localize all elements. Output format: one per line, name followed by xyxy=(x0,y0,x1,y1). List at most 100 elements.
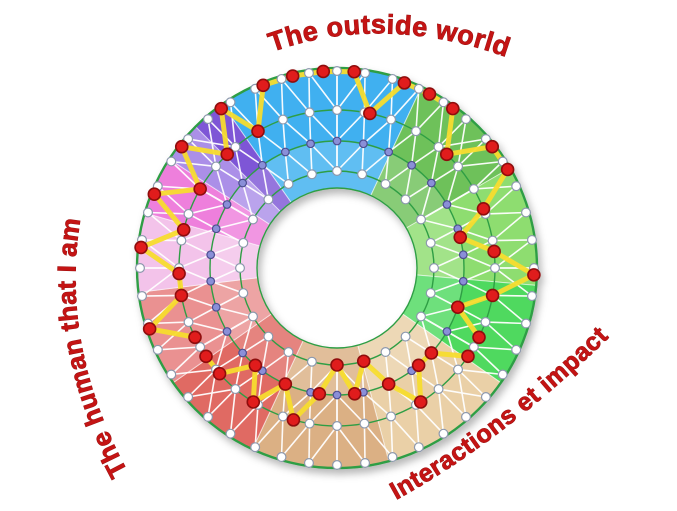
red-node xyxy=(142,322,157,336)
purple-node xyxy=(359,139,368,149)
red-node xyxy=(347,386,362,401)
white-node xyxy=(429,263,440,274)
white-node xyxy=(183,133,194,144)
white-node xyxy=(276,73,287,84)
red-node xyxy=(485,139,500,154)
purple-node xyxy=(384,147,394,157)
purple-node xyxy=(442,327,452,336)
white-node xyxy=(238,237,249,248)
red-node xyxy=(450,300,465,315)
red-node xyxy=(212,366,227,381)
red-node xyxy=(476,202,491,216)
white-node xyxy=(225,97,236,108)
red-node xyxy=(397,76,412,90)
white-node xyxy=(176,235,187,246)
red-node xyxy=(214,101,229,116)
white-node xyxy=(277,114,288,125)
white-node xyxy=(380,347,391,358)
white-node xyxy=(332,166,343,177)
purple-node xyxy=(280,147,290,157)
white-node xyxy=(490,263,501,274)
white-node xyxy=(202,114,213,125)
red-node xyxy=(193,182,207,196)
white-node xyxy=(380,178,391,189)
label-outside-world: The outside world xyxy=(264,9,514,62)
white-node xyxy=(411,126,422,137)
white-node xyxy=(468,184,479,195)
white-node xyxy=(387,452,398,463)
white-node xyxy=(135,263,146,274)
label-human-that-i-am: The human that I am xyxy=(51,216,133,483)
white-node xyxy=(332,104,343,115)
red-node xyxy=(527,268,541,282)
white-node xyxy=(521,207,532,218)
white-node xyxy=(387,73,398,84)
white-node xyxy=(195,342,206,353)
white-node xyxy=(166,156,177,167)
red-node xyxy=(424,346,439,360)
red-node xyxy=(246,395,261,409)
red-node xyxy=(439,147,454,162)
white-node xyxy=(461,114,472,125)
white-node xyxy=(487,235,498,246)
white-node xyxy=(304,107,315,118)
red-node xyxy=(286,413,301,427)
white-node xyxy=(183,392,194,403)
white-node xyxy=(306,356,317,367)
white-node xyxy=(416,214,427,225)
red-node xyxy=(356,354,371,369)
white-node xyxy=(480,392,491,403)
red-node xyxy=(285,69,300,83)
white-node xyxy=(137,291,148,302)
white-node xyxy=(480,133,491,144)
red-node xyxy=(347,64,361,79)
red-node xyxy=(453,230,468,245)
purple-node xyxy=(332,136,342,146)
red-node xyxy=(411,358,426,373)
torus-diagram xyxy=(134,64,541,471)
red-node xyxy=(134,240,148,255)
red-node xyxy=(422,87,437,101)
white-node xyxy=(526,291,537,302)
purple-node xyxy=(206,250,216,260)
white-node xyxy=(263,331,274,342)
white-node xyxy=(386,114,397,125)
purple-node xyxy=(458,250,468,260)
purple-node xyxy=(257,160,267,170)
white-node xyxy=(438,428,449,439)
inner-light-band xyxy=(209,141,464,395)
white-node xyxy=(332,65,343,76)
white-node xyxy=(247,214,258,225)
red-node xyxy=(500,162,515,177)
red-node xyxy=(472,330,486,345)
purple-node xyxy=(222,327,232,336)
white-node xyxy=(438,97,449,108)
white-node xyxy=(360,457,371,468)
white-node xyxy=(453,364,464,375)
red-node xyxy=(413,395,428,409)
green-ring xyxy=(256,187,418,349)
white-node xyxy=(453,161,464,172)
white-node xyxy=(230,384,241,395)
red-node xyxy=(220,147,235,162)
red-node xyxy=(316,64,331,79)
white-node xyxy=(230,141,241,152)
white-node xyxy=(526,234,537,245)
purple-node xyxy=(211,224,221,234)
white-node xyxy=(283,178,294,189)
white-node xyxy=(357,169,368,180)
white-node xyxy=(497,369,508,380)
white-node xyxy=(425,237,436,248)
red-node xyxy=(278,377,293,391)
red-node xyxy=(461,349,475,364)
red-node xyxy=(330,358,344,372)
white-node xyxy=(413,83,424,94)
white-node xyxy=(283,347,294,358)
white-node xyxy=(183,208,194,219)
red-node xyxy=(363,106,377,121)
purple-node xyxy=(407,160,417,170)
white-node xyxy=(511,181,522,192)
red-node xyxy=(172,266,186,281)
red-node xyxy=(174,288,189,303)
